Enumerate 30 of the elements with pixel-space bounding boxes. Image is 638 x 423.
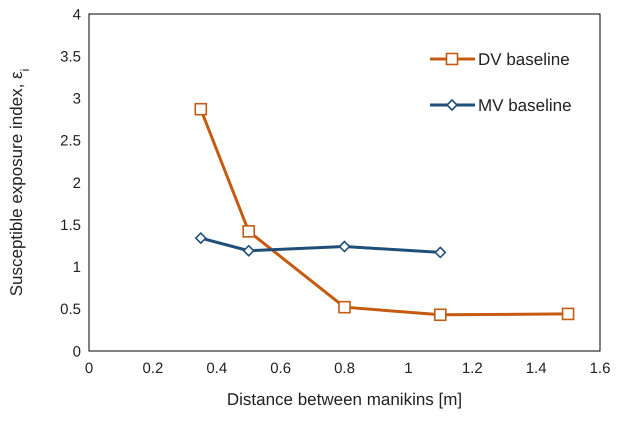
y-tick-label: 4 xyxy=(72,6,81,24)
point xyxy=(242,244,254,257)
x-tick-label: 1.4 xyxy=(526,360,547,377)
x-axis-title: Distance between manikins [m] xyxy=(226,390,462,409)
y-tick-label: 0 xyxy=(72,343,81,360)
point xyxy=(562,308,574,320)
x-tick-label: 1 xyxy=(404,360,413,377)
point xyxy=(242,225,255,238)
x-tick-label: 0.6 xyxy=(270,360,292,377)
point xyxy=(338,300,351,314)
x-tick-label: 1.2 xyxy=(462,360,483,377)
y-tick-label: 3.5 xyxy=(60,48,81,66)
y-tick-label: 3 xyxy=(72,90,81,108)
y-tick-label: 1.5 xyxy=(60,216,81,234)
point xyxy=(434,308,447,322)
point xyxy=(434,246,446,258)
y-tick-label: 0.5 xyxy=(60,301,81,318)
x-tick-label: 0.2 xyxy=(142,360,164,377)
legend-label: MV baseline xyxy=(478,96,572,115)
x-tick-label: 1.6 xyxy=(590,360,610,377)
x-tick-label: 0 xyxy=(84,360,94,377)
y-tick-label: 2.5 xyxy=(60,132,81,150)
x-tick-label: 0.8 xyxy=(334,360,355,377)
legend-label: DV baseline xyxy=(478,50,570,69)
point xyxy=(194,232,207,244)
point xyxy=(194,102,208,116)
point xyxy=(338,240,350,252)
y-tick-label: 2 xyxy=(72,174,81,192)
x-tick-label: 0.4 xyxy=(206,360,228,377)
y-tick-label: 1 xyxy=(72,259,81,276)
